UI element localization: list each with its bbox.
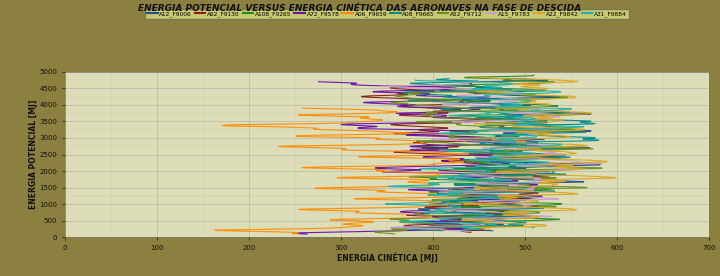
Y-axis label: ENERGIA POTENCIAL [MJ]: ENERGIA POTENCIAL [MJ] <box>29 100 37 209</box>
X-axis label: ENERGIA CINÉTICA [MJ]: ENERGIA CINÉTICA [MJ] <box>337 252 437 263</box>
Legend: A12_F9006, A62_F9130, A108_F9265, A72_F9578, A06_F9659, A08_F9665, A52_F9712, A1: A12_F9006, A62_F9130, A108_F9265, A72_F9… <box>145 9 629 19</box>
Text: ENERGIA POTENCIAL VERSUS ENERGIA CINÉTICA DAS AERONAVES NA FASE DE DESCIDA: ENERGIA POTENCIAL VERSUS ENERGIA CINÉTIC… <box>138 4 582 13</box>
